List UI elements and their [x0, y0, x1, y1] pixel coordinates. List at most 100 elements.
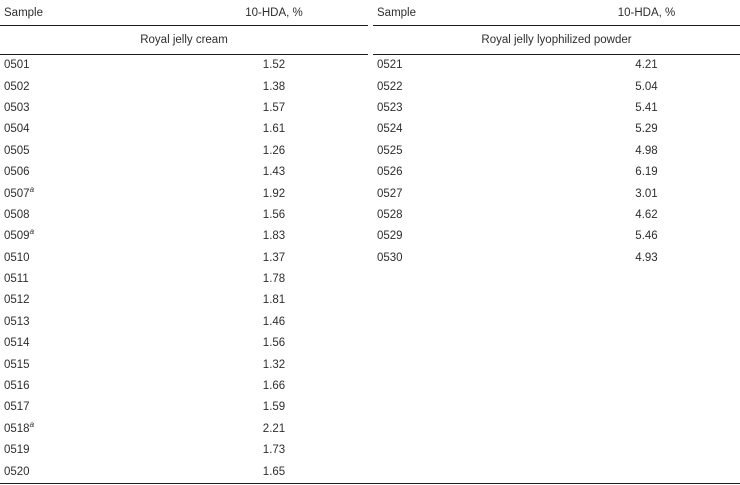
sample-id: 0507a	[4, 184, 35, 200]
table-row: 0520 1.65	[0, 461, 368, 482]
hda-value: 1.57	[262, 101, 286, 114]
table-row: 0517 1.59	[0, 397, 368, 418]
table-row: 0515 1.32	[0, 354, 368, 375]
hda-value: 3.01	[635, 187, 658, 200]
sample-id: 0530	[377, 251, 403, 264]
table-row: 0518a 2.21	[0, 418, 368, 439]
sample-id: 0509a	[4, 227, 35, 243]
table-row: 0521 4.21	[373, 55, 740, 76]
table-bottom-rule	[0, 482, 740, 484]
sample-id: 0511	[4, 273, 29, 286]
table-row: 0513 1.46	[0, 311, 368, 332]
hda-value: 5.41	[635, 101, 658, 114]
table-row: 0507a 1.92	[0, 183, 368, 204]
hda-value: 1.56	[262, 337, 286, 350]
hda-value: 1.73	[262, 444, 286, 457]
table-row: 0516 1.66	[0, 375, 368, 396]
sample-id: 0513	[4, 315, 30, 328]
table-body-cream: 0501 1.52 0502 1.38 0503 1.57 0504 1.61 0505 1.26…	[0, 55, 368, 483]
sample-id: 0506	[4, 166, 30, 179]
table-row: 0525 4.98	[373, 140, 740, 161]
hda-value: 5.46	[635, 230, 658, 243]
table-royal-jelly-cream: Sample 10-HDA, % Royal jelly cream 0501 1…	[0, 0, 368, 482]
sample-id: 0522	[377, 80, 403, 93]
sample-id: 0523	[377, 101, 403, 114]
column-header-10hda: 10-HDA, %	[245, 6, 303, 19]
sample-id: 0514	[4, 337, 30, 350]
table-row: 0523 5.41	[373, 97, 740, 118]
hda-value: 4.98	[635, 144, 658, 157]
sample-id: 0517	[4, 401, 30, 414]
sample-id: 0519	[4, 444, 30, 457]
hda-value: 1.52	[262, 59, 286, 72]
hda-value: 1.81	[262, 294, 286, 307]
sample-id: 0524	[377, 123, 403, 136]
sample-id: 0515	[4, 358, 30, 371]
sample-id: 0525	[377, 144, 403, 157]
sample-id: 0508	[4, 208, 30, 221]
footnote-marker: a	[29, 420, 35, 429]
hda-value: 1.32	[262, 358, 286, 371]
column-header-10hda: 10-HDA, %	[617, 6, 676, 19]
table-row: 0505 1.26	[0, 140, 368, 161]
table-row: 0501 1.52	[0, 55, 368, 76]
table-row: 0508 1.56	[0, 204, 368, 225]
table-row: 0519 1.73	[0, 440, 368, 461]
header-row: Sample 10-HDA, %	[0, 0, 368, 26]
sample-id: 0512	[4, 294, 30, 307]
hda-value: 1.59	[262, 401, 286, 414]
hda-value: 1.26	[262, 144, 286, 157]
sample-id: 0527	[377, 187, 403, 200]
hda-value: 1.92	[262, 187, 286, 200]
sample-id: 0510	[4, 251, 30, 264]
column-header-sample: Sample	[4, 6, 43, 19]
table-royal-jelly-lyophilized-powder: Sample 10-HDA, % Royal jelly lyophilized…	[373, 0, 740, 268]
hda-value: 1.83	[262, 230, 286, 243]
table-row: 0522 5.04	[373, 76, 740, 97]
group-header-cream: Royal jelly cream	[0, 26, 368, 55]
sample-id: 0503	[4, 101, 30, 114]
hda-value: 1.66	[262, 380, 286, 393]
sample-id: 0528	[377, 208, 403, 221]
sample-id: 0502	[4, 80, 30, 93]
hda-value: 1.46	[262, 315, 286, 328]
table-body-powder: 0521 4.21 0522 5.04 0523 5.41 0524 5.29 0525 4.98…	[373, 55, 740, 269]
hda-value: 2.21	[262, 422, 286, 435]
hda-value: 1.43	[262, 166, 286, 179]
sample-id: 0520	[4, 465, 30, 478]
hda-value: 1.56	[262, 208, 286, 221]
hda-value: 4.21	[635, 59, 658, 72]
hda-value: 4.93	[635, 251, 658, 264]
table-row: 0509a 1.83	[0, 226, 368, 247]
column-header-sample: Sample	[377, 6, 416, 19]
sample-id: 0501	[4, 59, 30, 72]
hda-value: 5.29	[635, 123, 658, 136]
table-row: 0503 1.57	[0, 97, 368, 118]
hda-value: 1.78	[262, 273, 286, 286]
table-row: 0530 4.93	[373, 247, 740, 268]
table-row: 0512 1.81	[0, 290, 368, 311]
table-row: 0514 1.56	[0, 333, 368, 354]
group-header-powder: Royal jelly lyophilized powder	[373, 26, 740, 55]
table-row: 0529 5.46	[373, 226, 740, 247]
sample-id: 0518a	[4, 420, 35, 435]
table-row: 0502 1.38	[0, 76, 368, 97]
table-row: 0506 1.43	[0, 161, 368, 182]
sample-id: 0526	[377, 166, 403, 179]
footnote-marker: a	[29, 227, 35, 237]
table-row: 0526 6.19	[373, 161, 740, 182]
table-row: 0528 4.62	[373, 204, 740, 225]
table-row: 0504 1.61	[0, 119, 368, 140]
table-row: 0527 3.01	[373, 183, 740, 204]
table-row: 0524 5.29	[373, 119, 740, 140]
hda-value: 1.61	[262, 123, 286, 136]
sample-id: 0504	[4, 123, 30, 136]
hda-value: 5.04	[635, 80, 658, 93]
header-row: Sample 10-HDA, %	[373, 0, 740, 26]
sample-id: 0516	[4, 380, 30, 393]
table-row: 0510 1.37	[0, 247, 368, 268]
hda-value: 4.62	[635, 208, 658, 221]
sample-id: 0521	[377, 59, 403, 72]
